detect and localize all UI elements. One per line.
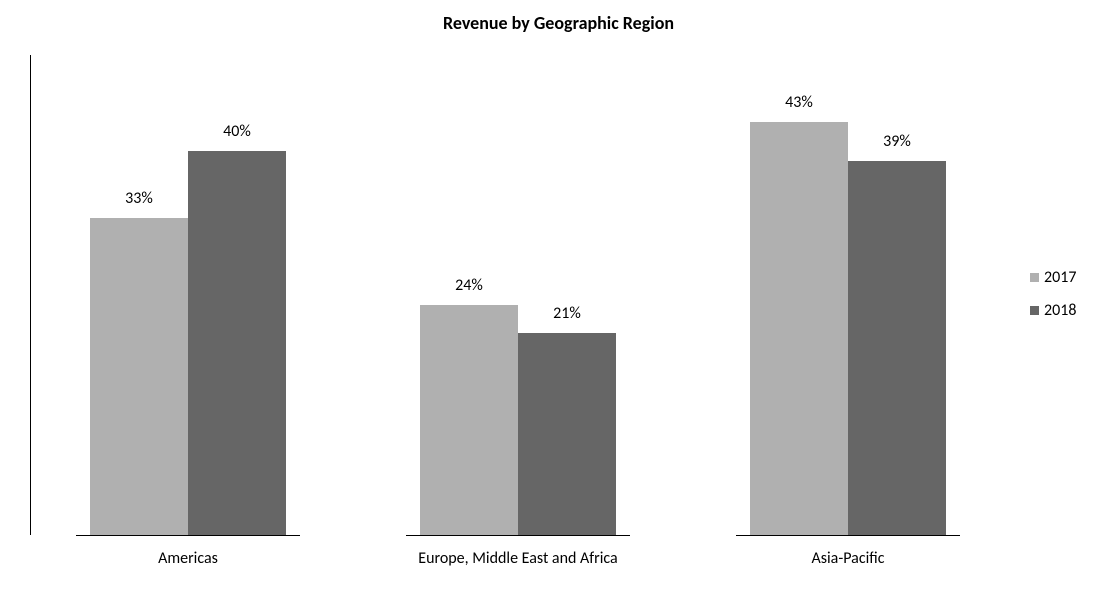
bar bbox=[518, 333, 616, 535]
bar-value-label: 43% bbox=[750, 93, 848, 112]
chart-container: Revenue by Geographic Region AmericasEur… bbox=[0, 0, 1117, 603]
bar bbox=[848, 161, 946, 535]
x-axis-segment bbox=[736, 535, 960, 536]
bar bbox=[188, 151, 286, 535]
bar bbox=[90, 218, 188, 535]
legend-item: 2018 bbox=[1030, 301, 1076, 320]
category-label: Americas bbox=[30, 549, 346, 568]
bar-value-label: 33% bbox=[90, 189, 188, 208]
bar bbox=[420, 305, 518, 535]
bar-value-label: 24% bbox=[420, 276, 518, 295]
bar-value-label: 39% bbox=[848, 132, 946, 151]
bar bbox=[750, 122, 848, 535]
legend-swatch bbox=[1030, 273, 1039, 282]
bar-value-label: 40% bbox=[188, 122, 286, 141]
legend: 2017 2018 bbox=[1030, 268, 1076, 334]
plot-area: AmericasEurope, Middle East and AfricaAs… bbox=[30, 55, 1015, 535]
legend-label: 2018 bbox=[1044, 301, 1076, 320]
x-axis-segment bbox=[406, 535, 630, 536]
legend-item: 2017 bbox=[1030, 268, 1076, 287]
category-label: Asia-Pacific bbox=[690, 549, 1006, 568]
category-label: Europe, Middle East and Africa bbox=[360, 549, 676, 568]
bar-value-label: 21% bbox=[518, 304, 616, 323]
y-axis-line bbox=[30, 55, 31, 535]
chart-title: Revenue by Geographic Region bbox=[0, 12, 1117, 34]
legend-label: 2017 bbox=[1044, 268, 1076, 287]
legend-swatch bbox=[1030, 306, 1039, 315]
x-axis-segment bbox=[76, 535, 300, 536]
